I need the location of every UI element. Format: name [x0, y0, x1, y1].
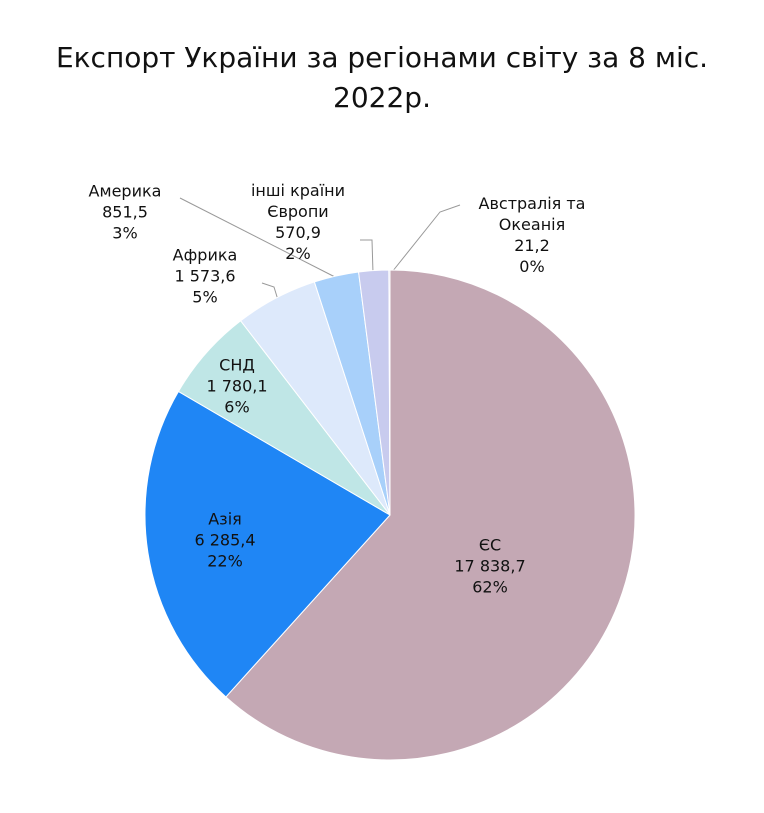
value-label: 570,9: [275, 223, 321, 242]
percent-label: 62%: [472, 577, 508, 597]
leader-line: [391, 204, 461, 273]
leader-line: [360, 239, 374, 274]
value-label: 1 573,6: [174, 266, 236, 286]
category-label: Австралія та Океанія: [478, 194, 586, 234]
value-label: 1 780,1: [206, 376, 268, 396]
pie-slice: [225, 269, 636, 761]
percent-label: 3%: [112, 223, 138, 243]
value-label: 21,2: [514, 236, 550, 255]
value-label: 851,5: [102, 202, 148, 222]
pie-slice: [144, 390, 391, 698]
value-label: 6 285,4: [194, 530, 256, 550]
percent-label: 22%: [207, 551, 243, 571]
category-label: інші країни Європи: [250, 181, 345, 221]
slice-label: Америка 851,5 3%: [65, 181, 185, 244]
chart-title: Експорт України за регіонами світу за 8 …: [55, 41, 709, 114]
slice-label: Африка 1 573,6 5%: [150, 245, 260, 308]
value-label: 17 838,7: [454, 556, 526, 576]
percent-label: 5%: [192, 287, 218, 307]
slice-label: інші країни Європи 570,9 2%: [228, 180, 368, 264]
slice-label: Австралія та Океанія 21,2 0%: [452, 193, 612, 277]
category-label: Азія: [208, 509, 242, 529]
leader-line: [261, 282, 279, 301]
percent-label: 0%: [519, 257, 545, 276]
category-label: ЄС: [478, 535, 502, 555]
slice-label: СНД 1 780,1 6%: [182, 355, 292, 418]
percent-label: 6%: [224, 397, 250, 417]
leader-line: [179, 197, 336, 278]
percent-label: 2%: [285, 244, 311, 263]
category-label: Африка: [172, 245, 238, 265]
slice-label: ЄС 17 838,7 62%: [420, 535, 560, 598]
category-label: Америка: [88, 181, 162, 201]
pie-slice: [388, 269, 391, 516]
category-label: СНД: [219, 355, 255, 375]
slice-label: Азія 6 285,4 22%: [165, 509, 285, 572]
